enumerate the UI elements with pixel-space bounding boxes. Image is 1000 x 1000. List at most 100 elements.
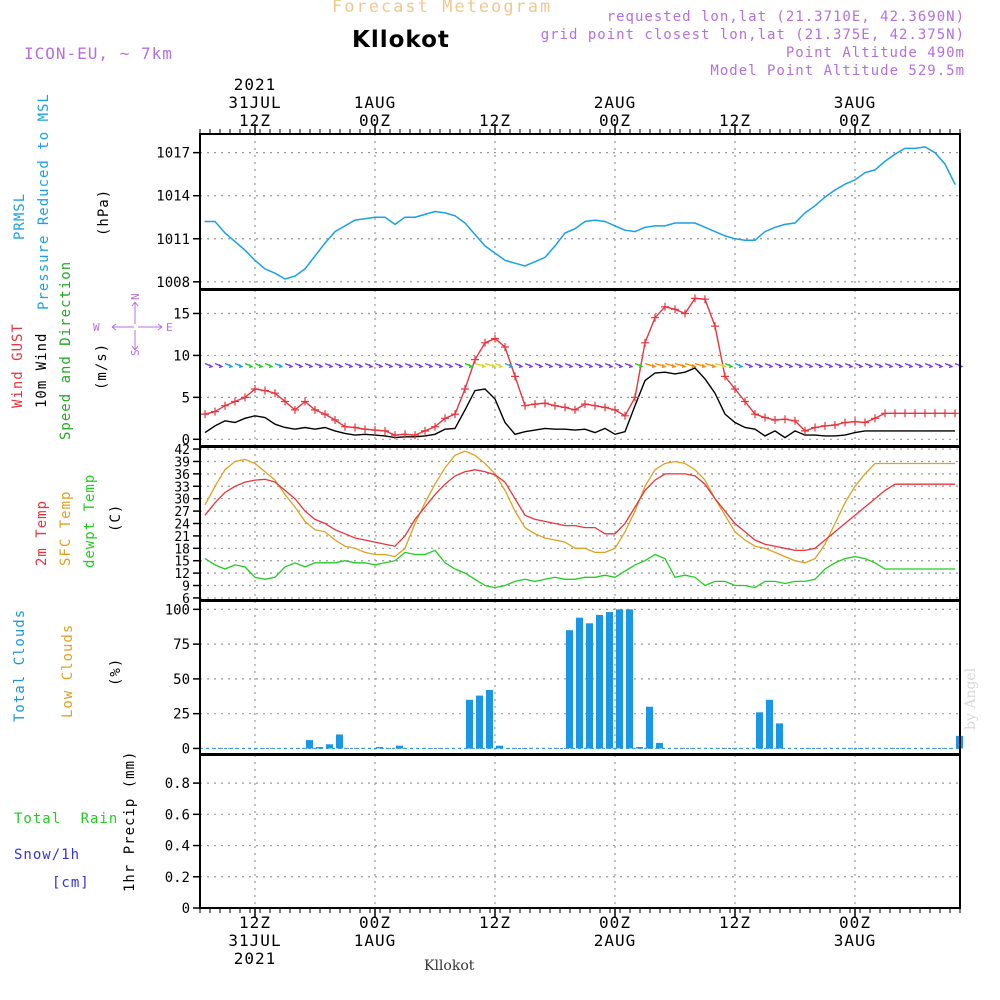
snow-legend-label: Snow/1h xyxy=(14,847,81,863)
sfc-temp-axis-label: SFC Temp xyxy=(58,491,74,566)
gust-marker-70 xyxy=(901,409,909,418)
gust-marker-56 xyxy=(761,413,769,422)
gust-marker-39 xyxy=(591,401,599,410)
wind-direction-arrow-41 xyxy=(614,362,624,369)
gust-marker-37 xyxy=(571,405,579,414)
gust-marker-73 xyxy=(931,409,939,418)
wind-direction-arrow-34 xyxy=(544,362,554,369)
ytick-label-0-2: 1014 xyxy=(156,189,190,205)
gust-marker-8 xyxy=(281,397,289,406)
gust-marker-5 xyxy=(251,385,259,393)
pressure-point-66 xyxy=(864,172,866,174)
pressure-point-70 xyxy=(904,147,906,149)
pressure-point-32 xyxy=(524,265,526,267)
pressure-point-44 xyxy=(644,226,646,228)
cloud-bar-12 xyxy=(326,744,333,749)
dewpt-temp-line xyxy=(204,549,955,589)
wind-direction-arrow-53 xyxy=(734,362,744,369)
ytick-label-1-1: 5 xyxy=(182,390,190,406)
wind-direction-arrow-48 xyxy=(684,362,697,369)
gust-marker-2 xyxy=(221,401,229,410)
model-label: ICON-EU, ~ 7km xyxy=(24,44,173,63)
wind-direction-arrow-40 xyxy=(604,362,614,369)
wind-direction-arrow-67 xyxy=(874,362,884,369)
gust-marker-38 xyxy=(581,400,589,409)
wind-speed-line xyxy=(204,367,955,439)
temp-unit-label: (C) xyxy=(108,504,124,532)
pressure-point-74 xyxy=(944,163,946,165)
wind-direction-arrow-72 xyxy=(924,362,934,369)
pressure-point-16 xyxy=(364,218,366,220)
pressure-point-47 xyxy=(674,222,676,224)
ytick-label-2-1: 9 xyxy=(182,580,190,595)
wind-direction-arrow-1 xyxy=(214,362,224,369)
pressure-point-59 xyxy=(794,222,796,224)
gust-marker-31 xyxy=(511,372,519,381)
cloud-bar-17 xyxy=(376,747,383,749)
gust-marker-55 xyxy=(751,410,759,419)
panel-frame-0 xyxy=(199,133,961,290)
pressure-axis-label-1: PRMSL xyxy=(12,193,28,240)
gust-marker-23 xyxy=(431,422,439,431)
pressure-point-5 xyxy=(254,259,256,261)
wind-speed-axis-label: 10m Wind xyxy=(34,333,50,408)
wind-direction-arrow-33 xyxy=(534,362,544,369)
pressure-point-15 xyxy=(354,219,356,221)
cloud-bar-19 xyxy=(396,745,403,749)
gust-marker-21 xyxy=(411,431,419,440)
pressure-point-73 xyxy=(934,152,936,154)
gust-marker-50 xyxy=(701,295,709,304)
cloud-bar-28 xyxy=(486,690,493,749)
gust-marker-4 xyxy=(241,393,249,402)
wind-direction-arrow-28 xyxy=(484,362,497,369)
pressure-point-11 xyxy=(314,255,316,257)
wind-direction-arrow-44 xyxy=(644,362,657,369)
gust-marker-1 xyxy=(211,407,219,416)
cloud-bar-42 xyxy=(626,609,633,749)
cloud-bar-39 xyxy=(596,614,603,749)
bottom-time-label-0-0: 12Z xyxy=(239,913,271,932)
pressure-point-24 xyxy=(444,212,446,214)
pressure-point-20 xyxy=(404,216,406,218)
ytick-label-2-5: 21 xyxy=(174,530,190,545)
wind-direction-arrow-60 xyxy=(804,362,814,369)
wind-direction-arrow-19 xyxy=(394,362,404,369)
pressure-point-49 xyxy=(694,222,696,224)
wind-direction-arrow-59 xyxy=(794,362,804,369)
gust-marker-16 xyxy=(361,425,369,434)
gust-marker-66 xyxy=(861,418,869,427)
gust-marker-34 xyxy=(541,399,549,408)
wind-direction-arrow-14 xyxy=(344,362,354,369)
ytick-label-4-3: 0.6 xyxy=(165,807,190,823)
gust-marker-10 xyxy=(301,397,309,406)
wind-direction-arrow-29 xyxy=(494,362,504,369)
compass-west-label: W xyxy=(93,321,100,334)
wind-direction-arrow-9 xyxy=(294,362,304,369)
wind-direction-arrow-74 xyxy=(944,362,954,369)
gust-marker-49 xyxy=(691,294,699,303)
wind-direction-arrow-52 xyxy=(724,362,734,369)
wind-direction-arrow-62 xyxy=(824,362,834,369)
gust-marker-64 xyxy=(841,418,849,427)
wind-direction-arrow-7 xyxy=(274,362,284,369)
wind-gust-line xyxy=(204,297,955,436)
ytick-label-3-3: 75 xyxy=(173,637,190,653)
gust-marker-28 xyxy=(481,338,489,347)
cloud-bar-45 xyxy=(656,742,663,749)
cloud-bar-36 xyxy=(566,630,573,749)
model-point-altitude: Model Point Altitude 529.5m xyxy=(710,63,965,79)
pressure-point-41 xyxy=(614,225,616,227)
wind-direction-arrow-46 xyxy=(664,362,677,369)
bottom-time-label-5-1: 3AUG xyxy=(834,931,877,950)
gust-marker-67 xyxy=(871,414,879,423)
wind-direction-arrow-36 xyxy=(564,362,574,369)
ytick-label-3-0: 0 xyxy=(182,741,190,757)
wind-direction-arrow-8 xyxy=(284,362,294,369)
gust-marker-65 xyxy=(851,417,859,426)
gust-marker-19 xyxy=(391,431,399,440)
gust-marker-57 xyxy=(771,416,779,424)
compass-east-label: E xyxy=(166,321,173,334)
ytick-label-0-0: 1008 xyxy=(156,275,190,291)
gust-marker-62 xyxy=(821,421,829,430)
ytick-label-3-2: 50 xyxy=(173,672,190,688)
